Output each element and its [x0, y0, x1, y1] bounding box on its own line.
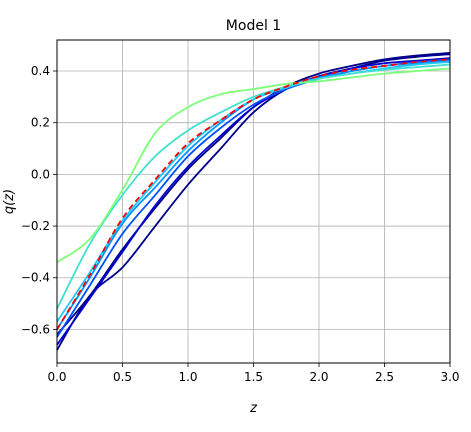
y-tick-label: −0.6	[21, 322, 50, 336]
series-line-6	[56, 61, 451, 323]
grid	[56, 40, 451, 363]
y-tick-label: −0.2	[21, 219, 50, 233]
x-axis-label: z	[249, 401, 258, 416]
x-tick-label: 2.5	[375, 370, 394, 384]
y-tick-label: −0.4	[21, 271, 50, 285]
x-tick-label: 0.5	[113, 370, 132, 384]
y-tick-label: 0.0	[31, 167, 50, 181]
x-tick-label: 0.0	[47, 370, 66, 384]
x-tick-label: 1.5	[244, 370, 263, 384]
series-lines	[56, 52, 451, 351]
x-tick-label: 1.0	[178, 370, 197, 384]
ticks: 0.0 0.5 1.0 1.5 2.0 2.5 3.0 −0.6 −0.4 −0.2 0.0 0.2 0…	[21, 64, 460, 384]
y-tick-label: 0.4	[31, 64, 50, 78]
series-line-8	[56, 67, 451, 263]
series-line-1	[56, 53, 451, 351]
x-tick-label: 3.0	[440, 370, 459, 384]
chart-title: Model 1	[226, 18, 281, 34]
y-tick-label: 0.2	[31, 116, 50, 130]
y-axis-label: q(z)	[2, 189, 17, 214]
x-tick-label: 2.0	[309, 370, 328, 384]
series-line-7	[56, 63, 451, 310]
series-line-dashed	[56, 58, 451, 330]
series-line-3	[56, 57, 451, 346]
